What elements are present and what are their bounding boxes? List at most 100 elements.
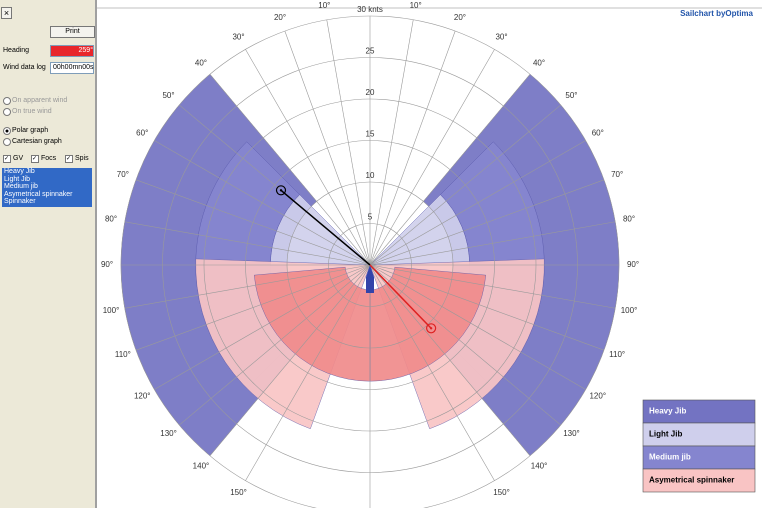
grid-spoke — [369, 74, 531, 266]
side-panel: × Print Heading 259° Wind data log 00h00… — [0, 0, 97, 508]
sail-list[interactable]: Heavy Jib Light Jib Medium jib Asymetrical … — [2, 168, 92, 207]
angle-label: 80° — [623, 214, 635, 223]
angle-label: 100° — [103, 306, 120, 315]
radius-label: 30 knts — [357, 5, 383, 14]
angle-label: 100° — [621, 306, 638, 315]
boat — [366, 265, 374, 293]
angle-label: 110° — [115, 350, 131, 359]
radio-label: On true wind — [12, 108, 52, 115]
grid-spoke — [135, 179, 371, 266]
angle-label: 10° — [318, 1, 330, 10]
grid-spoke — [369, 264, 561, 426]
grid-spoke — [154, 140, 371, 266]
radio — [3, 97, 11, 105]
checkbox-label: GV — [13, 155, 24, 162]
angle-label: 110° — [609, 350, 625, 359]
grid-spoke — [369, 221, 616, 266]
angle-label: 50° — [162, 91, 174, 100]
grid-spoke — [154, 264, 371, 390]
legend-label: Asymetrical spinnaker — [649, 476, 734, 485]
radio-label: On apparent wind — [12, 97, 68, 104]
grid-spoke — [369, 264, 531, 456]
grid-spoke — [209, 264, 371, 456]
grid-spoke — [245, 264, 371, 481]
vector-head — [426, 323, 437, 334]
angle-label: 120° — [589, 392, 606, 401]
grid-spoke — [245, 49, 371, 266]
checkbox[interactable]: ✓ — [3, 155, 11, 163]
close-button[interactable]: × — [1, 7, 12, 19]
grid-spoke — [369, 30, 456, 266]
grid-spoke — [135, 264, 371, 351]
grid-spoke — [369, 104, 561, 266]
grid-spoke — [369, 264, 616, 309]
angle-label: 90° — [101, 260, 113, 269]
legend-label: Medium jib — [649, 453, 691, 462]
angle-label: 30° — [232, 32, 244, 41]
heading-field: 259° — [50, 45, 94, 57]
sail-item[interactable]: Asymetrical spinnaker — [4, 190, 73, 198]
angle-label: 130° — [160, 429, 177, 438]
angle-label: 130° — [563, 429, 580, 438]
vector-dot — [429, 327, 433, 330]
checkbox[interactable]: ✓ — [31, 155, 39, 163]
radio-label: Polar graph — [12, 127, 49, 134]
legend-label: Light Jib — [649, 430, 682, 439]
radio-label: Cartesian graph — [12, 138, 62, 145]
angle-label: 60° — [592, 129, 604, 138]
angle-label: 60° — [136, 129, 148, 138]
angle-label: 70° — [611, 170, 623, 179]
sail-item[interactable]: Medium jib — [4, 183, 38, 191]
vector-head — [275, 185, 287, 196]
grid-spoke — [284, 30, 371, 266]
grid-spoke — [369, 140, 586, 266]
angle-label: 50° — [565, 91, 577, 100]
radius-label: 10 — [366, 171, 375, 180]
grid-spoke — [369, 264, 495, 481]
radius-label: 5 — [368, 213, 373, 222]
radio[interactable] — [3, 127, 11, 135]
heading-label: Heading — [3, 47, 30, 54]
angle-label: 40° — [195, 59, 207, 68]
angle-label: 30° — [495, 32, 507, 41]
angle-label: 140° — [531, 462, 548, 471]
sail-item[interactable]: Heavy Jib — [4, 168, 35, 175]
angle-label: 150° — [230, 488, 247, 497]
wind-vector — [280, 189, 371, 266]
grid-spoke — [369, 264, 605, 351]
sail-item[interactable]: Spinnaker — [4, 198, 36, 206]
grid-spoke — [369, 264, 586, 390]
vector-dot — [279, 189, 283, 192]
radius-label: 25 — [366, 47, 375, 56]
sail-item[interactable]: Light Jib — [4, 175, 31, 183]
angle-label: 20° — [274, 13, 286, 22]
angle-label: 140° — [193, 462, 210, 471]
angle-label: 80° — [105, 214, 117, 223]
legend-swatch — [642, 468, 756, 493]
grid-spoke — [124, 221, 371, 266]
angle-label: 20° — [454, 13, 466, 22]
angle-label: 120° — [134, 392, 151, 401]
radio[interactable] — [3, 138, 11, 146]
angle-label: 10° — [410, 1, 422, 10]
radius-label: 15 — [366, 130, 375, 139]
print-button[interactable]: Print — [50, 26, 95, 38]
log-label: Wind data log — [3, 64, 46, 71]
checkbox[interactable]: ✓ — [65, 155, 73, 163]
legend-label: Heavy Jib — [649, 407, 686, 416]
angle-label: 40° — [533, 59, 545, 68]
grid-spoke — [369, 179, 605, 266]
checkbox-label: Focs — [41, 155, 57, 162]
checkbox-label: Spis — [75, 155, 89, 162]
grid-spoke — [369, 19, 414, 266]
chart: Sailchart byOptima 10° 10° 20° 20° 30° 30° 40°… — [97, 1, 762, 508]
radio — [3, 108, 11, 116]
log-field[interactable]: 00h00mn00s — [50, 62, 94, 74]
grid-spoke — [209, 74, 371, 266]
wind-vector — [369, 264, 432, 329]
grid-spoke — [124, 264, 371, 309]
radius-label: 20 — [366, 88, 375, 97]
grid-spoke — [369, 49, 495, 266]
angle-label: 90° — [627, 260, 639, 269]
